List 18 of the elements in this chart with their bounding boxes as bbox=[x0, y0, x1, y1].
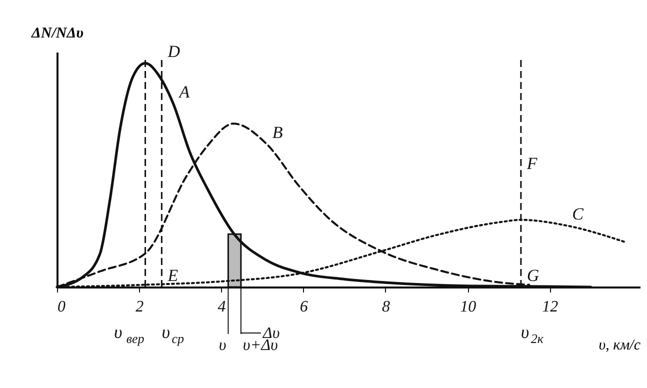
annotation: A bbox=[178, 82, 190, 102]
x-tick-label: 6 bbox=[300, 298, 308, 316]
x-tick-label: 8 bbox=[382, 298, 390, 316]
annotation: F bbox=[526, 154, 538, 174]
x-tick-label: 0 bbox=[58, 298, 66, 316]
x-axis-title: υ, км/с bbox=[598, 338, 641, 354]
x-tick-label: 4 bbox=[218, 298, 226, 316]
annotation: υ bbox=[218, 337, 226, 354]
annotation: B bbox=[272, 122, 284, 142]
annotation: G bbox=[526, 266, 540, 285]
x-tick-label: 12 bbox=[542, 298, 558, 316]
x-tick-label: 2 bbox=[136, 298, 144, 316]
annotation: C bbox=[572, 204, 584, 224]
annotation: D bbox=[166, 42, 181, 62]
y-axis-title: ΔN/NΔυ bbox=[30, 26, 84, 42]
annotation: E bbox=[166, 266, 179, 285]
annotation: υ+Δυ bbox=[242, 337, 278, 354]
x-tick-label: 10 bbox=[460, 298, 476, 316]
